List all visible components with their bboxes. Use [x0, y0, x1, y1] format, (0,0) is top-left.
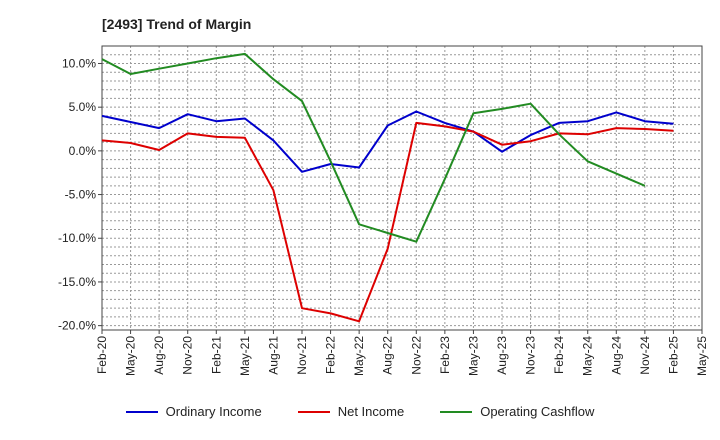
- series-line-net-income: [101, 121, 674, 323]
- x-axis: Feb-20 May-20 Aug-20 Nov-20 Feb-21 May-21 Aug-…: [95, 330, 709, 376]
- x-tick-label: Aug-23: [495, 336, 509, 375]
- series-line-ordinary-income: [101, 110, 674, 173]
- x-tick-label: Feb-25: [666, 336, 680, 374]
- x-tick-label: May-21: [238, 336, 252, 376]
- x-tick-label: Feb-23: [438, 336, 452, 374]
- legend-label: Operating Cashflow: [480, 404, 595, 419]
- x-tick-label: Feb-20: [95, 336, 109, 374]
- y-axis: 10.0% 5.0% 0.0% -5.0% -10.0% -15.0% -20.0%: [58, 56, 102, 333]
- y-tick-label: -5.0%: [65, 188, 97, 202]
- x-tick-label: Feb-24: [552, 336, 566, 374]
- x-tick-label: Aug-20: [152, 336, 166, 375]
- x-tick-label: May-22: [352, 336, 366, 376]
- plot-border: [101, 45, 703, 331]
- x-tick-label: Nov-21: [295, 336, 309, 375]
- y-tick-label: -20.0%: [58, 319, 96, 333]
- legend-swatch: [297, 410, 330, 413]
- y-tick-label: -15.0%: [58, 275, 96, 289]
- y-tick-label: 10.0%: [62, 56, 96, 70]
- x-tick-label: Feb-22: [324, 336, 338, 374]
- series-lines: [101, 52, 674, 323]
- x-tick-label: May-25: [695, 336, 709, 376]
- x-tick-label: May-23: [466, 336, 480, 376]
- x-tick-label: Aug-22: [381, 336, 395, 375]
- x-tick-label: Nov-24: [638, 336, 652, 375]
- x-tick-label: May-20: [124, 336, 138, 376]
- x-tick-label: Feb-21: [209, 336, 223, 374]
- y-tick-label: 5.0%: [69, 100, 97, 114]
- legend-label: Ordinary Income: [165, 404, 262, 419]
- legend-item-net-income: Net Income: [297, 404, 405, 419]
- x-tick-label: Nov-22: [409, 336, 423, 375]
- x-tick-label: Aug-24: [609, 336, 623, 375]
- plot-frame: [101, 45, 703, 331]
- legend-label: Net Income: [337, 404, 405, 419]
- x-tick-label: Aug-21: [266, 336, 280, 375]
- legend: Ordinary Income Net Income Operating Cashf…: [0, 404, 720, 419]
- y-tick-label: 0.0%: [69, 144, 97, 158]
- legend-swatch: [125, 410, 158, 413]
- x-tick-label: Nov-20: [181, 336, 195, 375]
- legend-item-operating-cashflow: Operating Cashflow: [440, 404, 594, 419]
- legend-swatch: [440, 410, 473, 413]
- legend-item-ordinary-income: Ordinary Income: [125, 404, 262, 419]
- y-tick-label: -10.0%: [58, 231, 96, 245]
- x-tick-label: May-24: [581, 336, 595, 376]
- series-line-operating-cashflow: [101, 52, 646, 243]
- chart-title: [2493] Trend of Margin: [102, 16, 252, 32]
- x-tick-label: Nov-23: [524, 336, 538, 375]
- grid: [101, 45, 703, 330]
